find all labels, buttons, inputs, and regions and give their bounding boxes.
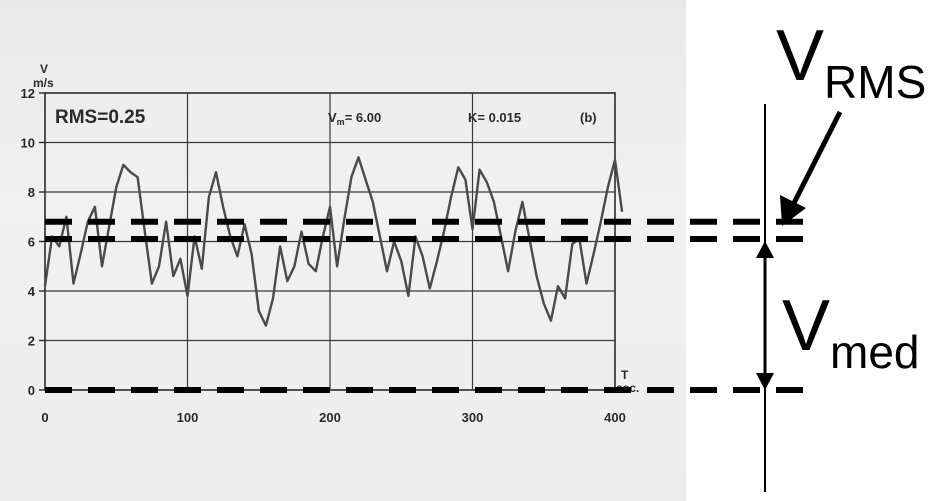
k-annotation: K= 0.015 — [468, 110, 521, 125]
reference-lines — [45, 218, 805, 393]
vrms-label: VRMS — [776, 16, 926, 108]
rms-annotation: RMS=0.25 — [55, 107, 146, 128]
x-tick-label: 100 — [177, 410, 199, 425]
x-tick-label: 200 — [319, 410, 341, 425]
vm-annotation: Vm= 6.00 — [328, 110, 381, 127]
y-tick-labels: 0 2 4 6 8 10 12 — [21, 86, 36, 398]
x-tick-labels: 0 100 200 300 400 — [41, 410, 625, 425]
x-axis-label: T — [621, 368, 629, 382]
y-tick-label: 4 — [28, 284, 36, 299]
y-axis-label: V — [40, 62, 48, 76]
x-tick-label: 0 — [41, 410, 48, 425]
panel-label: (b) — [580, 110, 597, 125]
vrms-arrow-shaft — [790, 110, 843, 207]
y-tick-label: 12 — [21, 86, 35, 101]
vrms-arrow-head — [780, 195, 806, 226]
vmed-arrow-head-top — [756, 241, 774, 258]
vmed-arrow-head-bottom — [756, 373, 774, 390]
vmed-label: Vmed — [782, 286, 920, 378]
y-tick-label: 8 — [28, 185, 35, 200]
y-tick-label: 6 — [28, 235, 35, 250]
x-tick-label: 400 — [604, 410, 626, 425]
y-axis-unit: m/s — [33, 76, 54, 90]
x-tick-label: 300 — [462, 410, 484, 425]
y-tick-label: 10 — [21, 136, 35, 151]
y-tick-label: 0 — [28, 383, 35, 398]
y-tick-label: 2 — [28, 334, 35, 349]
